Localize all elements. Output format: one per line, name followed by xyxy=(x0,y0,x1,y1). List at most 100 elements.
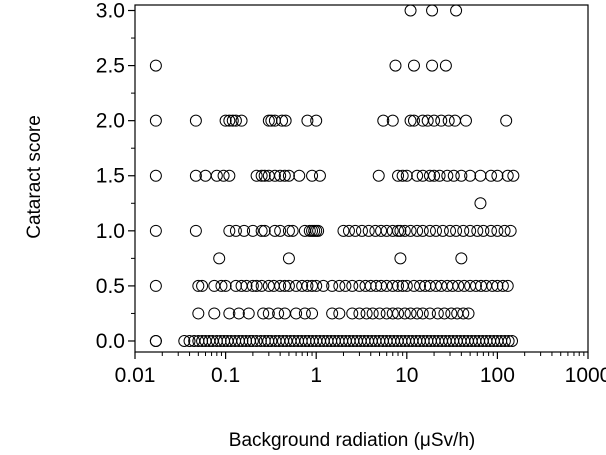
data-point xyxy=(296,279,309,292)
data-point xyxy=(342,224,355,237)
data-point xyxy=(278,307,291,320)
data-point xyxy=(246,224,259,237)
data-point xyxy=(210,169,223,182)
data-point xyxy=(250,279,263,292)
data-point xyxy=(267,279,280,292)
data-point xyxy=(301,114,314,127)
data-point xyxy=(407,279,420,292)
data-point xyxy=(435,114,448,127)
data-point xyxy=(504,224,517,237)
data-point xyxy=(386,307,399,320)
data-point xyxy=(149,169,162,182)
data-point xyxy=(235,114,248,127)
data-point xyxy=(392,307,405,320)
x-axis-title: Background radiation (μSv/h) xyxy=(229,430,475,451)
data-point xyxy=(196,279,209,292)
data-point xyxy=(502,334,515,347)
data-point xyxy=(272,307,285,320)
data-point xyxy=(426,4,439,17)
data-point xyxy=(274,224,287,237)
data-point xyxy=(429,224,442,237)
data-point xyxy=(448,114,461,127)
data-point xyxy=(394,224,407,237)
data-point xyxy=(255,224,268,237)
y-tick-label: 0.5 xyxy=(96,275,125,298)
data-point xyxy=(400,279,413,292)
data-point xyxy=(441,169,454,182)
data-point xyxy=(250,334,263,347)
data-point xyxy=(349,224,362,237)
data-point xyxy=(446,279,459,292)
data-point xyxy=(258,169,271,182)
data-point xyxy=(183,334,196,347)
data-point xyxy=(450,4,463,17)
data-point xyxy=(360,307,373,320)
y-tick-label: 1.5 xyxy=(96,165,125,188)
data-point xyxy=(246,334,259,347)
x-tick-label: 1000 xyxy=(565,364,606,387)
data-point xyxy=(457,307,470,320)
data-point xyxy=(411,169,424,182)
x-tick-label: 100 xyxy=(480,364,515,387)
data-point xyxy=(485,224,498,237)
data-point xyxy=(313,169,326,182)
data-point xyxy=(433,169,446,182)
data-point xyxy=(339,279,352,292)
data-point xyxy=(255,279,268,292)
data-point xyxy=(491,279,504,292)
data-point xyxy=(455,252,468,265)
data-point xyxy=(265,334,278,347)
data-point xyxy=(238,224,251,237)
data-point xyxy=(380,307,393,320)
data-point xyxy=(178,334,191,347)
axes: 0.0 0.5 1.0 1.5 2.0 2.5 3.0 0.01 0.1 1 10 100 1000 xyxy=(96,0,606,387)
data-point xyxy=(392,279,405,292)
data-point xyxy=(373,307,386,320)
data-point xyxy=(346,307,359,320)
data-point xyxy=(423,307,436,320)
data-point xyxy=(411,307,424,320)
data-point xyxy=(386,224,399,237)
data-point xyxy=(400,169,413,182)
data-point xyxy=(250,169,263,182)
data-point xyxy=(423,169,436,182)
data-point xyxy=(232,307,245,320)
data-point xyxy=(404,4,417,17)
data-point xyxy=(149,224,162,237)
data-point xyxy=(386,114,399,127)
data-point xyxy=(355,224,368,237)
data-point xyxy=(372,169,385,182)
data-point xyxy=(189,114,202,127)
data-point xyxy=(223,224,236,237)
data-point xyxy=(366,307,379,320)
data-point xyxy=(457,224,470,237)
data-point xyxy=(491,224,504,237)
data-point xyxy=(471,224,484,237)
data-point xyxy=(464,224,477,237)
data-point xyxy=(262,114,275,127)
data-point xyxy=(507,169,520,182)
data-point xyxy=(255,169,268,182)
data-point xyxy=(149,334,162,347)
data-point xyxy=(498,334,511,347)
data-point xyxy=(469,279,482,292)
data-point xyxy=(392,169,405,182)
data-point xyxy=(217,169,230,182)
data-point xyxy=(364,279,377,292)
data-point xyxy=(326,279,339,292)
data-point xyxy=(377,114,390,127)
data-point xyxy=(464,169,477,182)
data-point xyxy=(282,224,295,237)
data-point xyxy=(416,114,429,127)
data-point xyxy=(278,169,291,182)
y-tick-label: 2.5 xyxy=(96,55,125,78)
data-point xyxy=(444,224,457,237)
data-point xyxy=(353,307,366,320)
data-point xyxy=(428,114,441,127)
data-point xyxy=(274,279,287,292)
data-point xyxy=(436,224,449,237)
data-point xyxy=(282,169,295,182)
data-point xyxy=(407,59,420,72)
data-point xyxy=(452,279,465,292)
data-point xyxy=(149,114,162,127)
